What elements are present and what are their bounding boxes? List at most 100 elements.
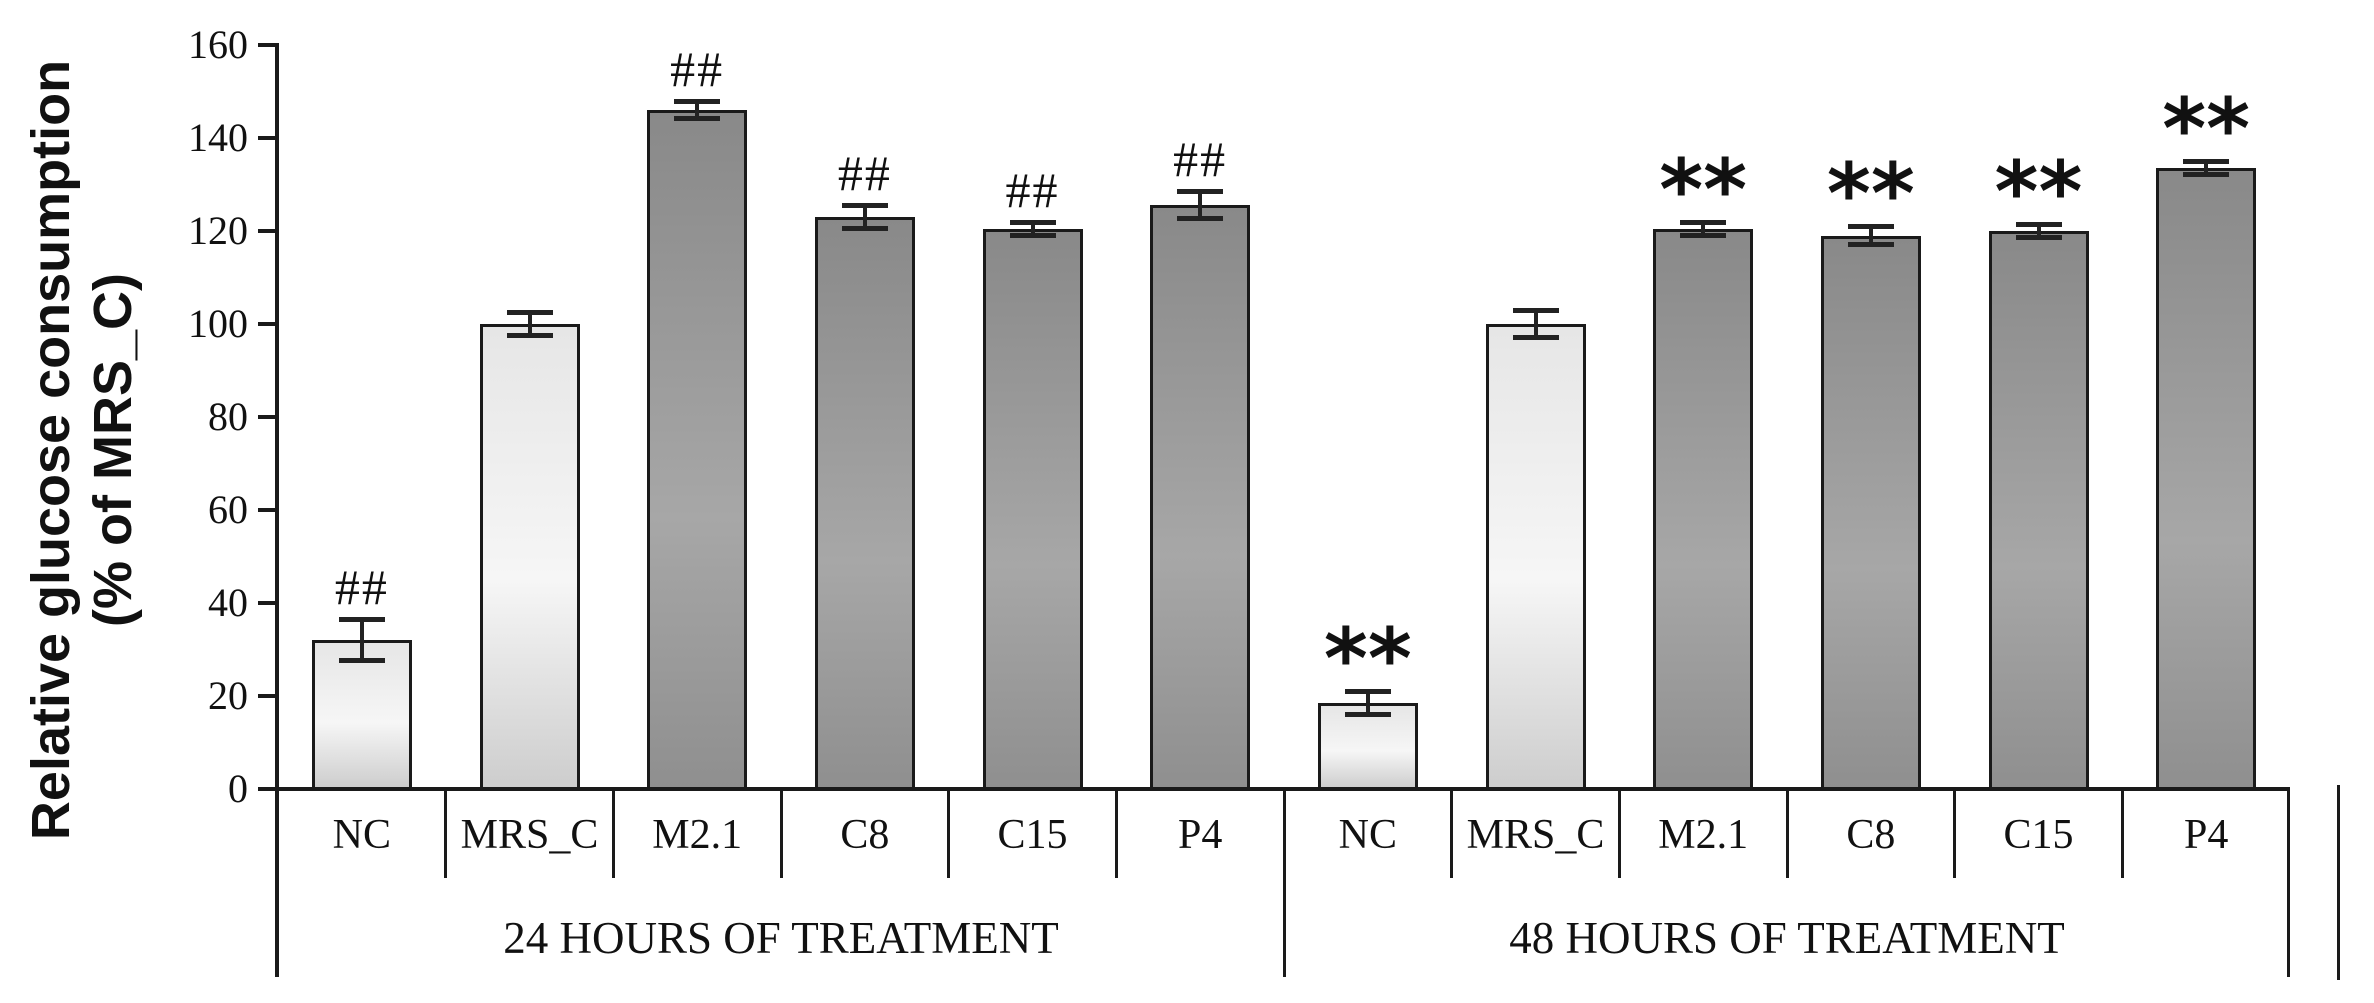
y-tick-label: 100 <box>188 301 248 346</box>
y-tick-mark <box>258 694 278 698</box>
category-divider <box>1953 789 1957 878</box>
category-divider <box>1785 789 1789 878</box>
category-divider <box>1450 789 1454 878</box>
y-tick-label: 40 <box>208 580 248 625</box>
y-tick-label: 140 <box>188 115 248 160</box>
error-bar-line <box>1701 221 1706 236</box>
error-bar-cap-bottom <box>1847 241 1894 247</box>
y-tick-mark <box>258 43 278 47</box>
category-label: P4 <box>1177 812 1223 858</box>
significance-annotation: ## <box>334 559 389 616</box>
error-bar-cap-top <box>841 203 888 209</box>
error-bar-cap-top <box>1344 689 1391 695</box>
error-bar-cap-top <box>1847 224 1894 230</box>
error-bar-line <box>1198 191 1203 220</box>
error-bar-cap-top <box>1009 219 1056 225</box>
y-tick-label: 60 <box>208 487 248 532</box>
y-tick-mark <box>258 229 278 233</box>
error-bar-cap-bottom <box>1009 232 1056 238</box>
y-tick-mark <box>258 322 278 326</box>
bar-48h-C15 <box>1988 231 2089 791</box>
category-label: C8 <box>840 812 890 858</box>
significance-annotation: ## <box>837 145 892 202</box>
category-label: C15 <box>997 812 1068 858</box>
category-label: MRS_C <box>460 812 599 858</box>
y-tick-mark <box>258 136 278 140</box>
group-divider <box>1282 789 1286 977</box>
error-bar-cap-bottom <box>1344 711 1391 717</box>
y-tick-mark <box>258 787 278 791</box>
y-tick-label: 80 <box>208 394 248 439</box>
significance-annotation: ** <box>2162 80 2251 179</box>
bar-24h-M2.1 <box>647 110 748 791</box>
error-bar-cap-bottom <box>1512 334 1559 340</box>
y-tick-label: 20 <box>208 673 248 718</box>
category-label: NC <box>332 812 391 858</box>
error-bar-line <box>862 205 867 229</box>
category-divider <box>1114 789 1118 878</box>
significance-annotation: ## <box>1173 131 1228 188</box>
bar-24h-MRS_C <box>479 324 580 791</box>
error-bar-line <box>1030 221 1035 236</box>
group-label: 24 HOURS OF TREATMENT <box>503 913 1059 963</box>
error-bar-line <box>2036 224 2041 238</box>
y-tick-label: 0 <box>228 766 248 811</box>
significance-annotation: ## <box>1005 161 1060 218</box>
category-label: C8 <box>1846 812 1896 858</box>
significance-annotation: ** <box>1659 140 1748 239</box>
y-tick-mark <box>258 508 278 512</box>
bar-48h-C8 <box>1820 235 1921 791</box>
error-bar-cap-top <box>2015 222 2062 228</box>
error-bar-line <box>527 312 532 336</box>
error-bar-cap-top <box>1177 189 1224 195</box>
category-divider <box>779 789 783 878</box>
category-divider <box>444 789 448 878</box>
error-bar-cap-bottom <box>2015 234 2062 240</box>
y-axis-title: Relative glucose consumption (% of MRS_C… <box>20 40 144 860</box>
category-divider <box>1617 789 1621 878</box>
y-axis-title-line2: (% of MRS_C) <box>83 273 143 627</box>
error-bar-line <box>359 619 364 662</box>
error-bar-cap-top <box>506 310 553 316</box>
y-tick-mark <box>258 601 278 605</box>
significance-annotation: ## <box>670 40 725 97</box>
error-bar-cap-bottom <box>841 225 888 231</box>
category-label: M2.1 <box>1658 812 1749 858</box>
bar-48h-P4 <box>2156 168 2257 791</box>
bar-48h-MRS_C <box>1485 324 1586 791</box>
error-bar-cap-bottom <box>1680 232 1727 238</box>
error-bar-cap-bottom <box>1177 216 1224 222</box>
error-bar-cap-bottom <box>506 332 553 338</box>
stray-right-line <box>2337 785 2340 980</box>
y-tick-label: 120 <box>188 208 248 253</box>
significance-annotation: ** <box>1826 145 1915 244</box>
group-label: 48 HOURS OF TREATMENT <box>1509 913 2065 963</box>
bar-24h-P4 <box>1150 205 1251 791</box>
error-bar-cap-top <box>1680 219 1727 225</box>
error-bar-line <box>695 100 700 120</box>
error-bar-cap-bottom <box>2183 172 2230 178</box>
y-axis-title-line1: Relative glucose consumption <box>21 59 81 841</box>
table-right-border <box>2287 789 2290 977</box>
error-bar-cap-top <box>1512 308 1559 314</box>
y-tick-label: 160 <box>188 22 248 67</box>
error-bar-line <box>2204 161 2209 176</box>
bar-24h-C15 <box>982 228 1083 791</box>
category-label: P4 <box>2183 812 2229 858</box>
category-label: NC <box>1338 812 1397 858</box>
category-label: M2.1 <box>652 812 743 858</box>
bar-48h-M2.1 <box>1653 228 1754 791</box>
y-axis-line <box>275 43 279 977</box>
error-bar-cap-top <box>2183 159 2230 165</box>
error-bar-line <box>1533 310 1538 338</box>
error-bar-cap-top <box>674 98 721 104</box>
error-bar-cap-top <box>338 617 385 623</box>
significance-annotation: ** <box>1994 143 2083 242</box>
category-label: MRS_C <box>1466 812 1605 858</box>
category-divider <box>2120 789 2124 878</box>
bar-24h-C8 <box>814 217 915 791</box>
error-bar-cap-bottom <box>674 116 721 122</box>
category-divider <box>611 789 615 878</box>
category-divider <box>947 789 951 878</box>
